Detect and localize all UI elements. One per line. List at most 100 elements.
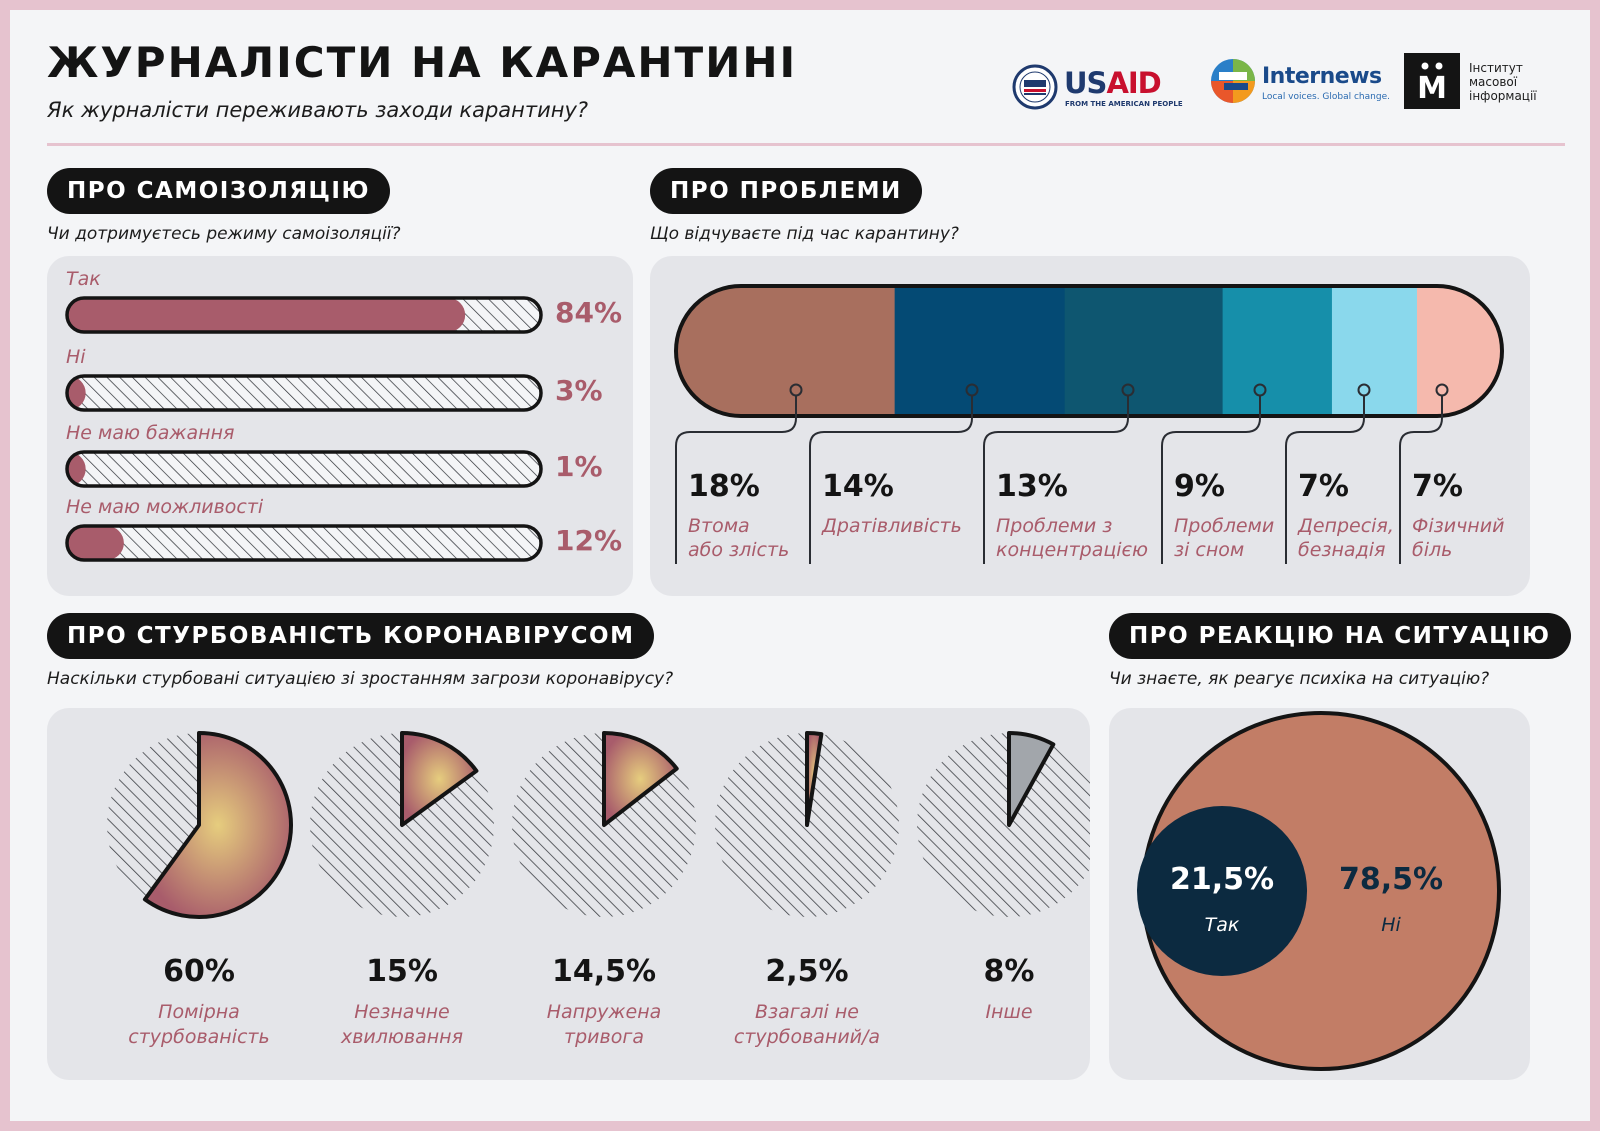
strip-leader-dot <box>1435 383 1449 397</box>
strip-label: Проблеми з концентрацією <box>996 515 1148 561</box>
pie-value: 15% <box>366 954 438 989</box>
imi-letter: М <box>1417 71 1447 106</box>
reaction-yes-label: Так <box>1205 914 1240 936</box>
strip-leader-dot <box>1253 383 1267 397</box>
imi-logo: М Інститут масової інформації <box>1404 53 1537 111</box>
bar-label: Ні <box>66 346 86 368</box>
pie-value: 60% <box>163 954 235 989</box>
strip-segment <box>1331 286 1418 416</box>
bar-outline <box>65 374 543 412</box>
usaid-name-us: US <box>1064 66 1107 100</box>
bar-fill <box>67 376 86 410</box>
isolation-panel: Так 84% Ні 3% Не маю бажання 1% Не маю можливо… <box>47 256 633 596</box>
bar-label: Так <box>66 268 101 290</box>
bar-outline <box>65 450 543 488</box>
reaction-panel: 21,5% Так 78,5% Ні <box>1109 708 1530 1080</box>
question-concern: Наскільки стурбовані ситуацією зі зроста… <box>47 669 674 689</box>
pie-value: 14,5% <box>551 954 657 989</box>
strip-leader-line <box>1285 396 1365 564</box>
internews-logo: Internews Local voices. Global change. <box>1210 58 1390 108</box>
internews-tagline: Local voices. Global change. <box>1262 92 1390 102</box>
strip-segment <box>894 286 1066 416</box>
imi-line-1: Інститут <box>1469 61 1523 75</box>
reaction-chart: 21,5% Так 78,5% Ні <box>1137 711 1501 1071</box>
strip-leader-line <box>809 396 973 564</box>
strip-label: Фізичний біль <box>1412 515 1505 561</box>
imi-mark: М <box>1404 53 1460 109</box>
reaction-no-label: Ні <box>1381 914 1401 936</box>
section-title-reaction: ПРО РЕАКЦІЮ НА СИТУАЦІЮ <box>1109 613 1571 659</box>
usaid-logo: USAID FROM THE AMERICAN PEOPLE <box>1012 62 1183 112</box>
pie-slice <box>400 731 479 827</box>
bar-fill <box>67 526 124 560</box>
strip-label: Проблеми зі сном <box>1174 515 1275 561</box>
bar-value: 1% <box>555 450 603 483</box>
imi-line-2: масової <box>1469 75 1518 89</box>
bar-label: Не маю можливості <box>66 496 264 518</box>
page-subtitle: Як журналісти переживають заходи каранти… <box>47 98 589 122</box>
strip-leader-line <box>1161 396 1261 564</box>
strip-leader-line <box>675 396 797 564</box>
strip-value: 14% <box>822 469 894 504</box>
strip-value: 7% <box>1298 469 1349 504</box>
pie-value: 2,5% <box>765 954 849 989</box>
pie-value: 8% <box>983 954 1035 989</box>
bar-outline <box>65 524 543 562</box>
strip-leader-dot <box>789 383 803 397</box>
pie-label: Незначне хвилювання <box>340 1001 464 1048</box>
problems-panel: 18% Втома або злість 14% Дратівливість 13% Пр… <box>650 256 1530 596</box>
imi-line-3: інформації <box>1469 89 1537 103</box>
bar-value: 84% <box>555 296 623 329</box>
section-title-problems: ПРО ПРОБЛЕМИ <box>650 168 922 214</box>
strip-segment <box>1416 286 1502 416</box>
question-problems: Що відчуваєте під час карантину? <box>650 224 959 244</box>
pie-base <box>917 733 1090 917</box>
strip-segment <box>1222 286 1333 416</box>
bar-track <box>65 524 543 562</box>
question-reaction: Чи знаєте, як реагує психіка на ситуацію… <box>1109 669 1490 689</box>
strip-value: 7% <box>1412 469 1463 504</box>
pie-label: Взагалі не стурбований/а <box>733 1001 881 1048</box>
internews-name: Internews <box>1262 64 1382 89</box>
pie-slice <box>602 731 679 827</box>
usaid-name-aid: AID <box>1106 66 1161 100</box>
imi-letter-icon: М <box>1417 62 1447 106</box>
strip-outline <box>674 284 1504 418</box>
reaction-yes-value: 21,5% <box>1170 862 1274 897</box>
bar-hatch <box>67 526 541 560</box>
concern-pie-charts <box>107 730 1090 919</box>
strip-value: 13% <box>996 469 1068 504</box>
concern-panel: 60% Помірна стурбованість 15% Незначне хвил… <box>47 708 1090 1080</box>
usaid-tagline: FROM THE AMERICAN PEOPLE <box>1065 100 1183 108</box>
bar-track <box>65 450 543 488</box>
strip-label: Втома або злість <box>688 515 790 561</box>
strip-label: Депресія, безнадія <box>1298 515 1394 561</box>
problems-strip-chart <box>674 284 1504 564</box>
bar-label: Не маю бажання <box>66 422 235 444</box>
bar-outline <box>65 296 543 334</box>
bar-fill <box>67 298 466 332</box>
pie-label: Інше <box>985 1001 1033 1023</box>
strip-leader-line <box>983 396 1129 564</box>
strip-label: Дратівливість <box>822 515 962 537</box>
bar-track <box>65 296 543 334</box>
bar-value: 3% <box>555 374 603 407</box>
bar-track <box>65 374 543 412</box>
page-frame: ЖУРНАЛІСТИ НА КАРАНТИНІ Як журналісти пе… <box>10 10 1590 1121</box>
strip-segment <box>676 286 896 416</box>
pie-label: Напружена тривога <box>546 1001 662 1048</box>
pie-slice <box>142 731 293 919</box>
strip-segment <box>1064 286 1224 416</box>
internews-mark-icon <box>1211 59 1255 103</box>
section-title-concern: ПРО СТУРБОВАНІСТЬ КОРОНАВІРУСОМ <box>47 613 655 659</box>
usaid-seal-icon <box>1012 64 1058 110</box>
strip-leader-dot <box>1121 383 1135 397</box>
section-title-isolation: ПРО САМОІЗОЛЯЦІЮ <box>47 168 390 214</box>
question-isolation: Чи дотримуєтесь режиму самоізоляції? <box>47 224 401 244</box>
page-title: ЖУРНАЛІСТИ НА КАРАНТИНІ <box>47 38 798 87</box>
bar-value: 12% <box>555 524 623 557</box>
strip-leader-dot <box>1357 383 1371 397</box>
strip-value: 9% <box>1174 469 1225 504</box>
strip-value: 18% <box>688 469 760 504</box>
header-divider <box>47 143 1565 146</box>
